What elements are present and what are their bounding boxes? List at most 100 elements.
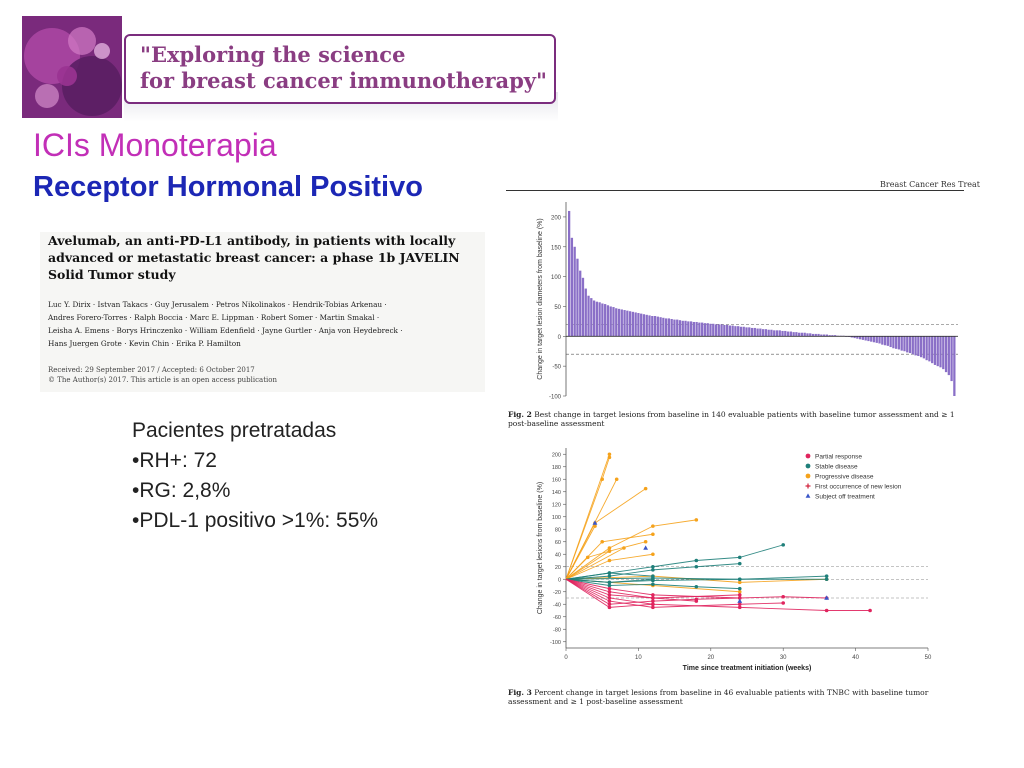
patient-point	[607, 452, 612, 457]
patient-point	[585, 555, 590, 560]
waterfall-bar	[900, 336, 903, 351]
patient-point	[781, 594, 785, 599]
article-authors: Luc Y. Dirix · Istvan Takacs · Guy Jerus…	[48, 298, 488, 350]
waterfall-bar	[944, 336, 948, 373]
patient-point	[868, 608, 872, 613]
x-tick-label: 50	[925, 655, 932, 661]
waterfall-bar	[568, 210, 571, 337]
patient-point	[651, 574, 655, 578]
waterfall-bar	[612, 307, 615, 337]
waterfall-bar	[642, 314, 646, 337]
waterfall-bar	[637, 313, 640, 337]
authors-line: Hans Juergen Grote · Kevin Chin · Erika …	[48, 339, 241, 348]
waterfall-bar	[942, 336, 945, 370]
waterfall-bar	[753, 327, 756, 337]
waterfall-bar	[778, 330, 781, 337]
waterfall-bar	[623, 310, 626, 337]
waterfall-bar	[817, 333, 820, 337]
waterfall-bar	[631, 311, 635, 337]
waterfall-bar	[604, 304, 607, 337]
journal-name: Breast Cancer Res Treat	[880, 180, 980, 189]
patient-point	[651, 602, 655, 607]
patient-point	[694, 564, 699, 569]
waterfall-bar	[767, 329, 770, 337]
y-tick-label: 80	[555, 527, 561, 533]
patient-point	[607, 586, 612, 591]
waterfall-bar	[606, 305, 610, 337]
patient-point	[651, 552, 655, 557]
authors-line: Luc Y. Dirix · Istvan Takacs · Guy Jerus…	[48, 300, 387, 309]
waterfall-bar	[665, 318, 668, 337]
waterfall-bar	[689, 321, 693, 337]
waterfall-bar	[576, 258, 579, 337]
y-tick-label: 150	[551, 245, 562, 251]
legend-label: Subject off treatment	[815, 494, 875, 501]
waterfall-bar	[947, 336, 950, 376]
y-tick-label: -40	[553, 602, 561, 608]
waterfall-bar	[831, 335, 834, 337]
waterfall-bar	[883, 336, 887, 346]
patient-point	[737, 561, 742, 566]
waterfall-bar	[878, 336, 881, 344]
patient-point	[651, 582, 655, 587]
patient-point	[651, 564, 655, 569]
waterfall-bar	[775, 330, 779, 337]
waterfall-bar	[581, 277, 585, 337]
y-tick-label: 40	[555, 552, 561, 558]
patient-point	[643, 486, 648, 491]
fig2-caption-text: Best change in target lesions from basel…	[508, 410, 955, 428]
waterfall-bar	[798, 332, 801, 337]
x-tick-label: 40	[852, 655, 859, 661]
patient-line	[565, 525, 596, 580]
patient-point	[607, 574, 612, 578]
patient-point	[607, 599, 612, 603]
waterfall-bar	[786, 331, 790, 337]
waterfall-bar	[651, 316, 654, 337]
article-title: Avelumab, an anti-PD-L1 antibody, in pat…	[48, 233, 460, 282]
y-tick-label: 160	[552, 477, 561, 483]
patient-point	[737, 605, 742, 610]
patient-point	[824, 577, 829, 582]
waterfall-bar	[872, 336, 876, 343]
patient-point	[600, 477, 604, 482]
patient-point	[643, 539, 648, 544]
waterfall-bar	[936, 336, 939, 367]
waterfall-bar	[795, 332, 798, 337]
waterfall-bar	[822, 334, 826, 337]
x-tick-label: 20	[707, 655, 714, 661]
patient-point	[607, 571, 612, 575]
waterfall-bar	[684, 320, 687, 337]
patient-point	[600, 539, 604, 544]
conference-banner: "Exploring the science for breast cancer…	[124, 34, 556, 104]
waterfall-bar	[720, 324, 723, 337]
waterfall-chart: Change in target lesion diameters from b…	[508, 196, 964, 402]
legend-marker	[805, 463, 811, 469]
waterfall-bar	[825, 334, 829, 337]
waterfall-bar	[861, 336, 865, 340]
patient-point	[651, 568, 655, 572]
waterfall-bar	[814, 333, 817, 337]
conference-logo-image	[22, 16, 122, 118]
waterfall-bar	[856, 336, 859, 339]
patient-point	[607, 596, 612, 600]
y-tick-label: -80	[553, 627, 561, 633]
y-tick-label: 140	[552, 490, 561, 496]
patient-point	[737, 586, 742, 591]
legend-marker	[805, 473, 811, 479]
y-tick-label: 60	[555, 540, 561, 546]
patient-point	[694, 584, 699, 589]
waterfall-bar	[892, 336, 895, 349]
waterfall-bar	[859, 336, 862, 340]
waterfall-bar	[695, 321, 698, 337]
waterfall-bar	[645, 314, 648, 337]
summary-item: •PDL-1 positivo >1%: 55%	[132, 509, 379, 532]
waterfall-bar	[673, 319, 676, 337]
summary-item: •RH+: 72	[132, 449, 217, 472]
y-tick-label: 20	[555, 565, 561, 571]
waterfall-bar	[653, 316, 657, 337]
patient-point	[824, 574, 829, 578]
waterfall-bar	[667, 318, 671, 337]
off-treatment-marker	[643, 545, 649, 550]
waterfall-bar	[928, 336, 931, 362]
legend-label: Partial response	[815, 454, 862, 461]
